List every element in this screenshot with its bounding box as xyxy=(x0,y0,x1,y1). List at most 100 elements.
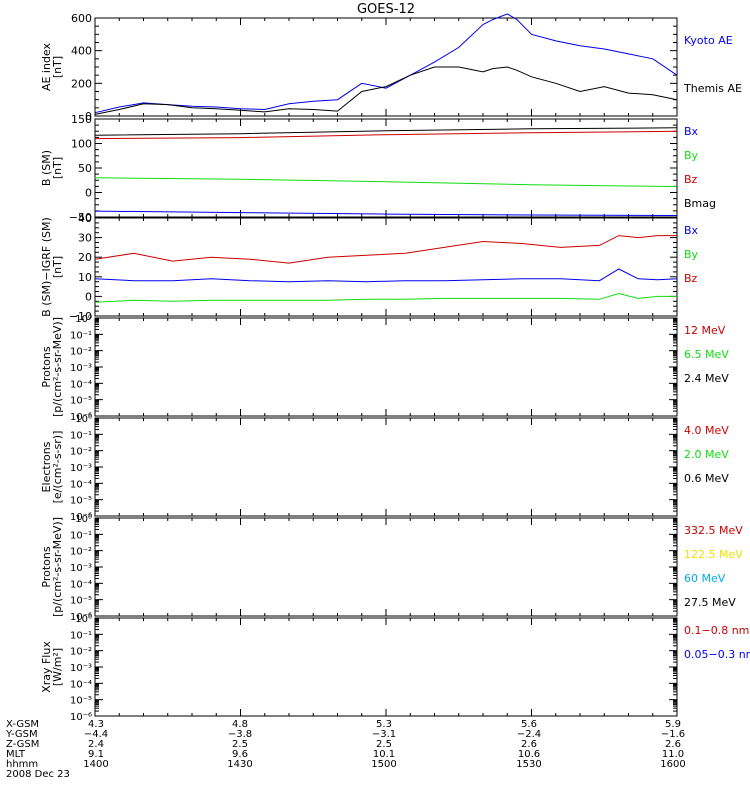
panel-protons_high: 10⁻⁶ 10⁻⁵ 10⁻⁴ 10⁻³ 10⁻² 10⁻¹ 10⁰ Protons[p/(cm… xyxy=(40,514,743,623)
series-line-bx xyxy=(94,210,678,216)
y-tick-label: 10⁻⁵ xyxy=(70,496,92,507)
legend-entry: Bx xyxy=(684,224,699,237)
y-tick-label: 10⁻² xyxy=(70,547,92,558)
panel-xray: 10⁻⁶ 10⁻⁵ 10⁻⁴ 10⁻³ 10⁻² 10⁻¹ 10⁰ Xray Flux[W/m… xyxy=(40,614,750,723)
panel-frame xyxy=(94,118,678,218)
orbit-value: 10.1 xyxy=(373,749,395,760)
series-line-bz xyxy=(94,130,678,140)
y-tick-label: 10⁻⁴ xyxy=(70,679,92,690)
y-axis-label: B (SM)−IGRF (SM) xyxy=(40,217,53,317)
y-axis-label: [nT] xyxy=(51,256,64,278)
legend-entry: 122.5 MeV xyxy=(684,548,743,561)
orbit-value: −1.6 xyxy=(661,729,685,740)
legend-entry: 0.6 MeV xyxy=(684,472,729,485)
orbit-value: 1430 xyxy=(227,759,252,770)
y-tick-label: −10 xyxy=(69,310,92,323)
legend-entry: Bz xyxy=(684,272,698,285)
y-tick-label: 10⁻³ xyxy=(70,363,92,374)
y-tick-label: 40 xyxy=(78,212,92,225)
y-tick-label: 10⁻⁶ xyxy=(70,512,92,523)
series-line-themis-ae xyxy=(94,66,678,115)
y-tick-label: 10⁻² xyxy=(70,447,92,458)
y-axis-label: [nT] xyxy=(51,56,64,78)
y-tick-label: 100 xyxy=(71,138,92,151)
orbit-value: 5.3 xyxy=(376,719,392,730)
y-tick-label: 400 xyxy=(71,45,92,58)
panel-frame xyxy=(94,517,678,617)
legend-entry: 0.05−0.3 nm xyxy=(684,648,750,661)
panel-ae: 0 200 400 600 AE index[nT] Kyoto AE Themis AE xyxy=(40,12,742,123)
y-tick-label: 10⁻⁵ xyxy=(70,396,92,407)
y-axis-label: [nT] xyxy=(51,157,64,179)
y-tick-label: 10⁻¹ xyxy=(70,430,92,441)
legend-entry: Themis AE xyxy=(683,82,742,95)
y-axis-label: AE index xyxy=(40,42,53,91)
y-tick-label: 10⁻³ xyxy=(70,563,92,574)
legend-entry: 12 MeV xyxy=(684,324,726,337)
panel-protons_low: 10⁻⁶ 10⁻⁵ 10⁻⁴ 10⁻³ 10⁻² 10⁻¹ 10⁰ Protons[p/(cm… xyxy=(40,314,729,423)
y-tick-label: −50 xyxy=(69,211,92,224)
y-tick-label: 10⁻³ xyxy=(70,463,92,474)
orbit-value: 2.6 xyxy=(665,739,681,750)
orbit-row-label: MLT xyxy=(6,749,26,760)
orbit-value: 4.8 xyxy=(232,719,248,730)
legend-entry: Bz xyxy=(684,173,698,186)
y-axis-label: [W/m²] xyxy=(51,648,64,686)
orbit-value: −3.8 xyxy=(228,729,252,740)
legend-entry: By xyxy=(684,149,699,162)
y-tick-label: 200 xyxy=(71,77,92,90)
orbit-value: 2.6 xyxy=(521,739,537,750)
orbit-row-label: hhmm xyxy=(6,759,38,770)
panel-frame xyxy=(94,17,678,117)
orbit-value: 5.6 xyxy=(521,719,537,730)
panel-frame xyxy=(94,617,678,717)
orbit-value: 1500 xyxy=(371,759,396,770)
y-tick-label: 0 xyxy=(85,290,92,303)
series-line-by xyxy=(94,292,677,303)
orbit-value: 11.0 xyxy=(662,749,684,760)
legend-entry: 2.4 MeV xyxy=(684,372,729,385)
series-line-bx xyxy=(94,268,678,283)
legend-entry: By xyxy=(684,248,699,261)
y-axis-label: Protons xyxy=(40,346,53,387)
orbit-value: 2.5 xyxy=(232,739,248,750)
legend-entry: 27.5 MeV xyxy=(684,596,736,609)
y-tick-label: 10⁻⁶ xyxy=(70,612,92,623)
orbit-row-label: Z-GSM xyxy=(6,739,39,750)
orbit-value: −3.1 xyxy=(372,729,396,740)
y-tick-label: 50 xyxy=(78,162,92,175)
series-line-bmag xyxy=(94,127,678,136)
panel-b_sm_igrf: −10 0 10 20 30 40 B (SM)−IGRF (SM)[nT] Bx By Bz xyxy=(40,212,699,323)
y-tick-label: 10⁻⁵ xyxy=(70,596,92,607)
panel-frame xyxy=(94,417,678,517)
orbit-value: 1400 xyxy=(83,759,108,770)
y-tick-label: 10⁻⁵ xyxy=(70,696,92,707)
orbit-row-label: Y-GSM xyxy=(5,729,38,740)
legend-entry: 332.5 MeV xyxy=(684,524,743,537)
y-axis-label: [p/(cm²-s-sr-MeV)] xyxy=(51,517,64,617)
y-axis-label: [e/(cm²-s-sr)] xyxy=(51,431,64,504)
orbit-value: 9.1 xyxy=(88,749,104,760)
panel-b_sm: −50 0 50 100 150 B (SM)[nT] Bx By Bz Bmag xyxy=(40,113,716,224)
series-line-bz xyxy=(94,235,677,264)
y-tick-label: 10⁻² xyxy=(70,347,92,358)
panel-electrons: 10⁻⁶ 10⁻⁵ 10⁻⁴ 10⁻³ 10⁻² 10⁻¹ 10⁰ Electrons[e/(… xyxy=(40,414,729,523)
orbit-value: −4.4 xyxy=(84,729,108,740)
legend-entry: Bx xyxy=(684,125,699,138)
legend-entry: 2.0 MeV xyxy=(684,448,729,461)
orbit-value: 4.3 xyxy=(88,719,104,730)
y-tick-label: 600 xyxy=(71,12,92,25)
plot-title: GOES-12 xyxy=(357,2,415,17)
y-tick-label: 10⁻⁴ xyxy=(70,479,92,490)
y-tick-label: 10⁻⁴ xyxy=(70,579,92,590)
orbit-value: 1530 xyxy=(516,759,541,770)
y-tick-label: 10⁰ xyxy=(75,414,92,425)
y-axis-label: Electrons xyxy=(40,441,53,492)
orbit-value: 10.6 xyxy=(518,749,540,760)
y-tick-label: 10 xyxy=(78,271,92,284)
legend-entry: Kyoto AE xyxy=(684,34,733,47)
panel-frame xyxy=(94,317,678,417)
y-axis-label: [p/(cm²-s-sr-MeV)] xyxy=(51,317,64,417)
legend-entry: 60 MeV xyxy=(684,572,726,585)
